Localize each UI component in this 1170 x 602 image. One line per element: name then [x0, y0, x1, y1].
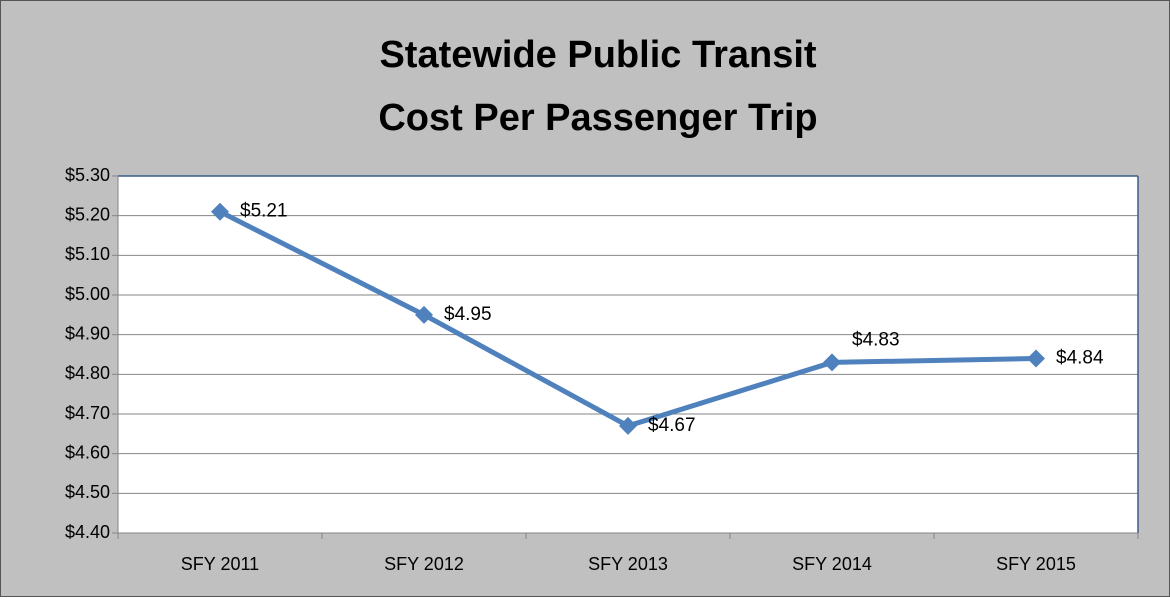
- chart-title: Statewide Public Transit: [379, 34, 816, 76]
- chart-title: Cost Per Passenger Trip: [378, 97, 817, 139]
- y-tick-label: $4.40: [65, 522, 110, 542]
- data-label: $4.83: [852, 329, 900, 350]
- x-tick-label: SFY 2015: [996, 554, 1076, 574]
- y-tick-label: $4.70: [65, 403, 110, 423]
- y-tick-label: $5.20: [65, 204, 110, 224]
- marker: [823, 353, 841, 372]
- x-tick-label: SFY 2013: [588, 554, 668, 574]
- data-label: $4.84: [1056, 347, 1104, 368]
- y-tick-label: $5.30: [65, 165, 110, 185]
- y-tick-label: $5.00: [65, 284, 110, 304]
- x-tick-label: SFY 2012: [384, 554, 464, 574]
- marker: [1027, 349, 1045, 368]
- data-label: $4.95: [444, 304, 492, 325]
- marker: [211, 202, 229, 221]
- x-tick-label: SFY 2014: [792, 554, 872, 574]
- marker: [415, 305, 433, 324]
- y-tick-label: $4.80: [65, 363, 110, 383]
- y-tick-label: $4.90: [65, 323, 110, 343]
- data-label: $5.21: [240, 201, 288, 222]
- y-tick-label: $4.50: [65, 482, 110, 502]
- y-tick-label: $4.60: [65, 442, 110, 462]
- data-label: $4.67: [648, 415, 696, 436]
- x-tick-label: SFY 2011: [181, 554, 259, 574]
- y-tick-label: $5.10: [65, 244, 110, 264]
- plot-area: [118, 176, 1138, 533]
- marker: [619, 416, 637, 435]
